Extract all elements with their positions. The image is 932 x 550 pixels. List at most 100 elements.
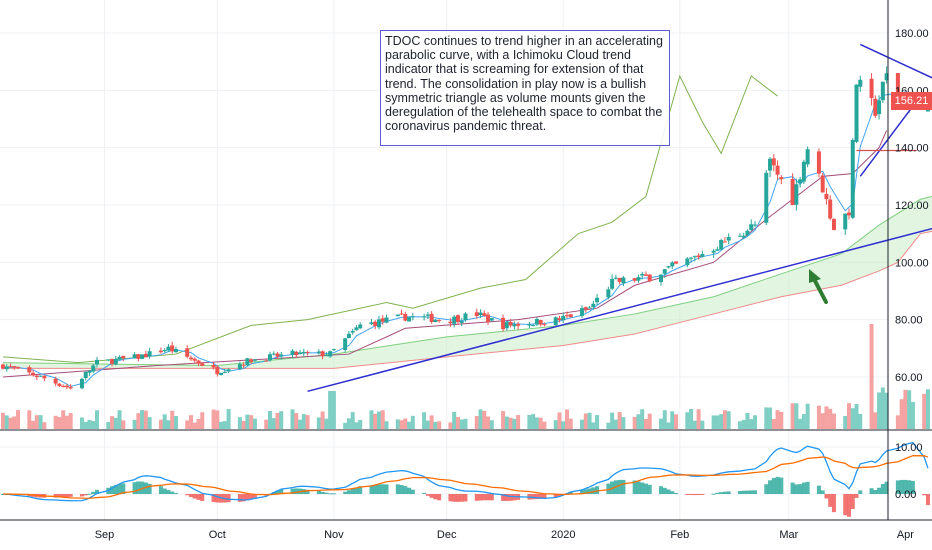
candle-body [455,315,460,322]
volume-bar [516,415,521,429]
candle-body [816,151,821,174]
candle-body [448,321,453,324]
volume-bar [211,409,216,429]
volume-bar [61,410,66,429]
volume-bar [621,417,626,429]
volume-bar [298,419,303,429]
macd-histogram-bar [489,494,494,501]
candle-body [226,369,231,372]
candle-body [106,359,111,361]
macd-histogram-bar [910,480,915,494]
candle-body [185,348,190,357]
volume-bar [753,415,757,429]
candle-body [369,322,374,325]
macd-histogram-bar [877,487,882,494]
candle-body [674,261,679,264]
volume-bar [726,411,731,429]
macd-histogram-bar [110,486,115,494]
volume-bar [850,408,855,429]
macd-histogram-bar [373,484,378,494]
macd-histogram-bar [504,494,509,502]
volume-bar [647,413,652,429]
candle-body [478,312,483,315]
volume-bar [542,421,547,429]
candle-body [354,327,359,331]
candle-body [617,277,622,282]
macd-histogram-bar [922,494,927,496]
macd-histogram-bar [884,481,889,494]
volume-bar [369,410,374,429]
candle-body [647,274,652,282]
volume-bar [659,418,663,429]
macd-tick-label: 0.00 [895,489,916,501]
candle-body [399,313,404,315]
candle-body [719,239,724,250]
volume-bar [749,419,754,429]
macd-histogram-bar [241,494,246,502]
candle-body [343,338,348,351]
macd-histogram-bar [580,490,585,494]
candle-body [298,352,303,354]
macd-histogram-bar [350,488,355,494]
macd-histogram-bar [775,476,780,494]
volume-bar [820,413,825,429]
volume-bar [271,418,276,429]
volume-bar [745,412,750,429]
macd-histogram-bar [170,491,175,494]
volume-bar [779,411,784,429]
volume-bar [512,418,517,429]
macd-histogram-bar [711,493,716,495]
candle-body [779,177,784,180]
arrow-shaft [812,277,828,304]
candle-body [200,363,205,366]
analysis-note[interactable]: TDOC continues to trend higher in an acc… [380,30,670,146]
candle-body [249,359,254,362]
macd-histogram-bar [136,481,141,494]
candle-body [279,354,284,357]
time-tick-label: Oct [209,529,226,541]
volume-bar [267,411,272,429]
volume-bar [715,415,720,429]
macd-histogram-bar [399,484,404,494]
volume-bar [504,416,509,429]
candle-body [27,367,32,373]
volume-bar [252,418,257,429]
volume-bar [873,412,878,429]
volume-bar [482,410,487,429]
arrow-head [809,269,821,283]
macd-histogram-bar [595,486,600,494]
macd-histogram-bar [606,483,611,494]
candle-body [843,213,848,230]
candle-body [196,360,201,364]
macd-histogram-bar [771,478,776,494]
volume-bar [196,418,201,429]
macd-histogram-bar [343,491,348,494]
volume-bar [83,421,88,429]
candle-body [147,351,152,357]
volume-bar [455,417,460,429]
macd-histogram-bar [591,487,596,494]
volume-bar [38,415,43,429]
candle-body [662,269,667,274]
candle-body [794,184,799,205]
candle-body [670,262,675,267]
macd-histogram-bar [196,494,201,500]
candle-body [869,78,874,99]
macd-histogram-bar [745,490,750,494]
candle-body [121,355,126,359]
volume-bar [925,389,930,429]
volume-bar [42,422,47,429]
volume-bar [136,413,141,429]
macd-histogram-bar [275,490,280,494]
candle-body [95,359,99,365]
macd-histogram-bar [643,483,648,494]
macd-histogram-bar [328,493,333,495]
candle-body [850,139,855,218]
macd-histogram-bar [700,494,705,495]
macd-histogram-bar [831,494,836,513]
volume-bar [305,415,310,429]
macd-histogram-bar [794,484,799,494]
candle-body [459,321,464,324]
candle-body [828,199,833,219]
